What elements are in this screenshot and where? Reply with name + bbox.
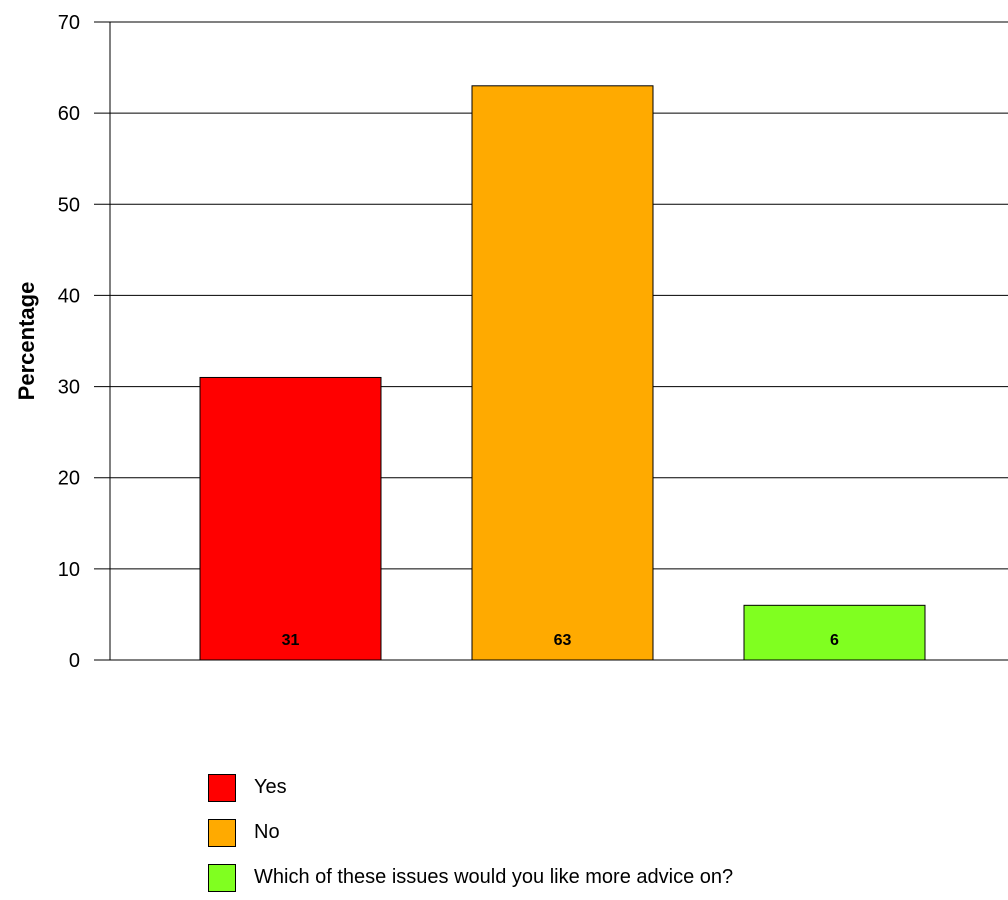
data-label-1: 63 [554,632,572,649]
bars [199,85,926,661]
bar-0 [199,376,382,661]
legend-label-advice: Which of these issues would you like mor… [254,866,734,888]
y-axis-ticks: 0 10 20 30 40 50 60 70 [58,12,80,672]
y-tick-label: 70 [58,12,80,34]
y-tick-label: 40 [58,285,80,307]
y-tick-label: 20 [58,468,80,490]
data-label-0: 31 [282,632,300,649]
y-axis-label: Percentage [14,282,39,401]
legend-item-advice: Which of these issues would you like mor… [208,855,733,900]
bar-chart: 0 10 20 30 40 50 60 70 31 63 6 Percentage [14,12,1008,672]
data-labels: 31 63 6 [282,632,839,649]
y-tick-label: 0 [69,650,80,672]
legend-swatch-yes [208,773,236,802]
bar-2 [743,604,926,661]
legend-item-no: No [208,810,733,855]
y-tick-label: 30 [58,377,80,399]
legend-item-yes: Yes [208,765,733,810]
data-label-2: 6 [830,632,839,649]
y-tick-label: 60 [58,103,80,125]
y-tick-label: 50 [58,194,80,216]
legend-swatch-advice [208,863,236,892]
legend-swatch-no [208,818,236,847]
legend-label-no: No [254,821,280,843]
legend: Yes No Which of these issues would you l… [208,765,733,900]
y-tick-label: 10 [58,559,80,581]
legend-label-yes: Yes [254,776,287,798]
bar-1 [471,85,654,661]
